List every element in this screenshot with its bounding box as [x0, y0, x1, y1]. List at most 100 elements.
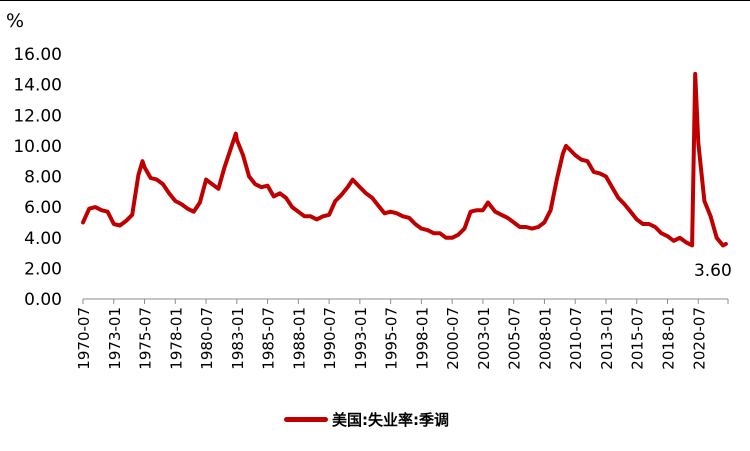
- data-point: [99, 208, 104, 212]
- y-tick-label: 12.00: [13, 106, 62, 126]
- data-point: [284, 196, 288, 200]
- x-tick-label: 2010-07: [567, 307, 585, 370]
- data-point: [678, 236, 682, 240]
- data-point: [382, 211, 387, 215]
- x-tick-label: 1993-01: [352, 307, 370, 370]
- data-point: [462, 227, 467, 231]
- legend: 美国:失业率:季调: [284, 407, 449, 431]
- data-point: [702, 199, 707, 203]
- data-point: [524, 225, 528, 229]
- data-point: [561, 151, 565, 156]
- data-point: [278, 191, 282, 195]
- data-point: [112, 222, 116, 226]
- data-point: [395, 211, 399, 215]
- data-point: [161, 182, 165, 186]
- data-point: [247, 174, 251, 179]
- top-border: [0, 0, 750, 1]
- data-point: [505, 216, 510, 220]
- x-axis: 1970-07 1973-01 1975-07 1978-01 1980-07 1983-…: [75, 298, 729, 370]
- data-point: [136, 173, 140, 177]
- data-point: [315, 217, 319, 221]
- data-point: [530, 227, 534, 231]
- data-point: [432, 231, 436, 235]
- data-point: [364, 191, 368, 195]
- y-axis-ticks: 0.00 2.00 4.00 6.00 8.00 10.00 12.00 14.00 16.00: [13, 45, 62, 310]
- data-point: [518, 225, 522, 229]
- data-point: [512, 220, 516, 224]
- data-point: [204, 178, 208, 182]
- series-line: [81, 71, 728, 248]
- data-point: [302, 214, 307, 218]
- data-point: [93, 205, 97, 209]
- y-tick-label: 10.00: [13, 137, 62, 157]
- x-tick-label: 1970-07: [75, 307, 93, 370]
- data-point: [87, 207, 91, 211]
- series-layer: [81, 71, 728, 248]
- x-tick-label: 1985-07: [260, 307, 278, 370]
- data-point: [216, 187, 220, 191]
- y-tick-label: 0.00: [24, 290, 62, 310]
- data-point: [592, 170, 596, 174]
- data-point: [235, 138, 239, 142]
- x-tick-label: 1973-01: [106, 307, 124, 370]
- data-point: [598, 171, 602, 175]
- y-tick-label: 16.00: [13, 45, 62, 65]
- data-point: [549, 208, 553, 212]
- x-tick-label: 2003-01: [475, 307, 493, 370]
- data-point: [684, 240, 688, 244]
- data-point: [351, 178, 355, 182]
- data-point: [186, 207, 190, 211]
- data-point: [481, 208, 485, 212]
- x-tick-label: 1998-01: [413, 307, 431, 370]
- data-point: [401, 214, 405, 218]
- data-point: [358, 185, 362, 189]
- data-point: [629, 210, 633, 214]
- x-tick-label: 1983-01: [229, 307, 247, 370]
- y-tick-label: 14.00: [13, 76, 62, 96]
- data-point: [444, 236, 448, 240]
- data-point: [493, 210, 497, 214]
- x-tick-label: 2008-01: [536, 307, 554, 370]
- data-point: [438, 231, 442, 235]
- data-point: [721, 243, 725, 247]
- data-point: [715, 236, 719, 240]
- data-point: [456, 233, 460, 237]
- data-point: [229, 147, 233, 151]
- data-point: [647, 222, 651, 226]
- y-tick-label: 8.00: [24, 168, 62, 188]
- data-point: [290, 205, 294, 209]
- data-point: [370, 196, 374, 200]
- data-point: [709, 214, 713, 218]
- data-point: [659, 231, 663, 235]
- data-point: [542, 220, 547, 224]
- data-point: [407, 216, 411, 220]
- data-point: [173, 199, 177, 203]
- x-tick-label: 2005-07: [506, 307, 524, 370]
- data-point: [192, 210, 196, 214]
- data-point: [419, 227, 423, 231]
- data-point: [690, 243, 694, 247]
- data-point: [234, 132, 238, 136]
- x-tick-label: 2020-07: [690, 307, 708, 370]
- y-tick-label: 6.00: [24, 198, 62, 218]
- data-point: [573, 153, 577, 157]
- data-point: [309, 214, 313, 218]
- data-point: [641, 222, 645, 226]
- y-unit-label: %: [6, 10, 24, 32]
- data-point: [106, 210, 110, 214]
- x-tick-label: 1990-07: [321, 307, 339, 370]
- data-point: [693, 72, 697, 76]
- y-tick-label: 2.00: [24, 259, 62, 279]
- data-point: [376, 204, 380, 208]
- data-point: [346, 185, 350, 189]
- data-point: [672, 239, 676, 243]
- legend-label: 美国:失业率:季调: [332, 410, 449, 429]
- data-point: [389, 210, 393, 214]
- data-point: [266, 184, 270, 188]
- x-tick-label: 1978-01: [167, 307, 185, 370]
- data-point: [81, 220, 85, 224]
- x-tick-label: 1988-01: [290, 307, 308, 370]
- data-point: [179, 202, 183, 206]
